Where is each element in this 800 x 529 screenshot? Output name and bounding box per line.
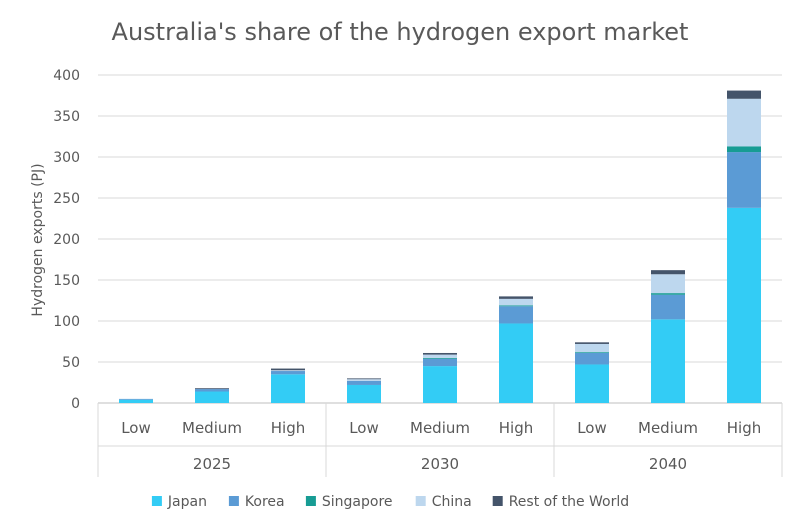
legend-entry: Japan [167,494,207,510]
legend-entry: China [432,494,472,510]
bar-segment [499,306,533,324]
bar-segment [347,378,381,380]
bar-segment [347,379,381,381]
x-tick-label: High [271,419,305,437]
x-tick-label: Medium [638,419,698,437]
bar-segment [499,296,533,299]
x-axis: Low Medium High Low Medium High Low Medium High 2… [97,403,783,477]
bar-segment [727,98,761,147]
legend-swatch [305,496,316,506]
bar-segment [727,207,761,403]
chart-title: Australia's share of the hydrogen export… [112,18,689,46]
bar-segment [727,90,761,99]
bar-segment [575,342,609,344]
y-tick-label: 250 [53,191,80,207]
y-tick-label: 200 [53,232,80,248]
bar-segment [651,270,685,275]
bar-segment [119,398,153,400]
bar-segment [651,274,685,294]
legend: Japan Korea Singapore China Rest of the Worl… [151,494,629,510]
bar-segment [271,370,305,372]
legend-entry: Korea [245,494,285,510]
bar-segment [423,358,457,367]
bar-segment [651,294,685,320]
legend-entry: Rest of the World [509,494,629,510]
bar-segment [195,391,229,403]
bar-segment [347,380,381,385]
bar-segment [195,388,229,390]
x-tick-label: Low [349,419,379,437]
y-tick-label: 350 [53,109,80,125]
bar-segment [347,384,381,403]
y-tick-label: 300 [53,150,80,166]
x-group-label: 2040 [649,455,687,473]
bar-segment [499,323,533,403]
bar-segment [575,352,609,353]
bar-segment [575,343,609,353]
bar-segment [423,354,457,358]
bar-segment [727,146,761,153]
y-tick-label: 150 [53,273,80,289]
legend-swatch [492,496,503,506]
y-tick-label: 0 [71,396,80,412]
y-axis-ticks: 0 50 100 150 200 250 300 350 400 [53,68,80,412]
x-tick-label: High [499,419,533,437]
x-tick-label: Low [121,419,151,437]
bar-segment [423,352,457,355]
x-tick-label: High [727,419,761,437]
bar-segment [423,366,457,403]
x-tick-label: Medium [182,419,242,437]
y-tick-label: 100 [53,314,80,330]
bar-segment [575,352,609,365]
bar-segment [499,298,533,306]
bar-segment [651,319,685,403]
bar-segment [499,305,533,307]
bar-segment [271,371,305,375]
gridlines [98,74,782,404]
bar-segment [195,389,229,392]
bar-segment [575,364,609,403]
x-tick-label: Medium [410,419,470,437]
legend-swatch [415,496,426,506]
bar-segment [271,368,305,371]
x-group-label: 2030 [421,455,459,473]
x-tick-label: Low [577,419,607,437]
bar-segment [271,374,305,403]
bars [119,90,761,403]
legend-swatch [228,496,239,506]
bar-segment [727,152,761,208]
y-tick-label: 400 [53,68,80,84]
legend-entry: Singapore [322,494,393,510]
legend-swatch [151,496,162,506]
bar-segment [423,357,457,359]
x-group-label: 2025 [193,455,231,473]
y-tick-label: 50 [62,355,80,371]
bar-segment [119,399,153,403]
y-axis-label: Hydrogen exports (PJ) [30,163,46,316]
bar-segment [651,293,685,295]
